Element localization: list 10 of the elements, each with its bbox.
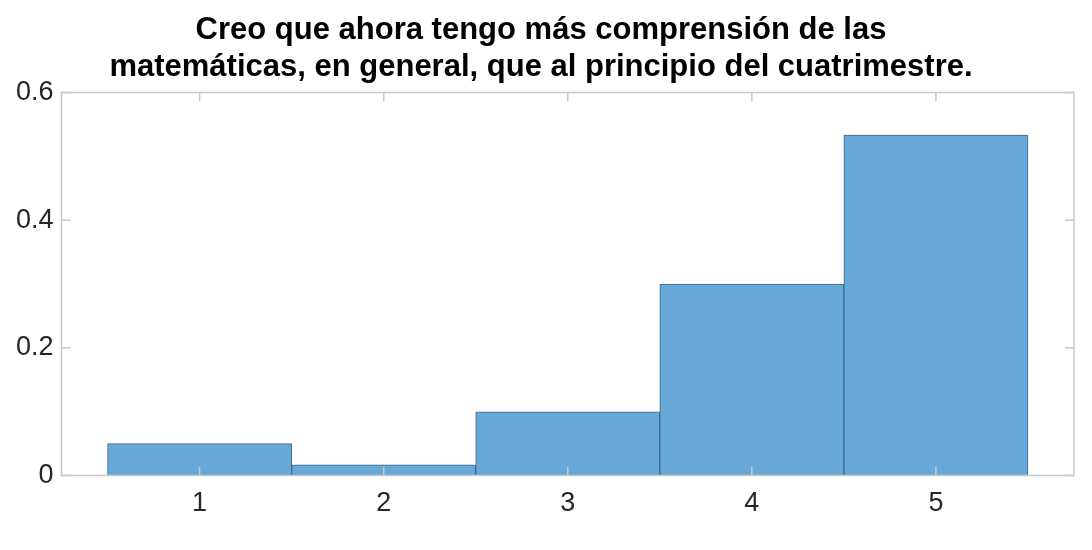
y-tick-label: 0.6 xyxy=(15,75,54,106)
x-tick-label: 5 xyxy=(928,487,944,518)
y-tick-label: 0 xyxy=(38,459,54,490)
chart-title: Creo que ahora tengo más comprensión de las matemáticas, en general, que al principio del cuatrimestre. xyxy=(109,11,973,84)
x-tick-label: 4 xyxy=(744,487,760,518)
y-tick-label: 0.2 xyxy=(15,331,54,362)
x-tick-label: 1 xyxy=(192,487,208,518)
x-tick-label: 3 xyxy=(560,487,576,518)
y-tick-label: 0.4 xyxy=(15,203,54,234)
x-tick-label: 2 xyxy=(376,487,392,518)
